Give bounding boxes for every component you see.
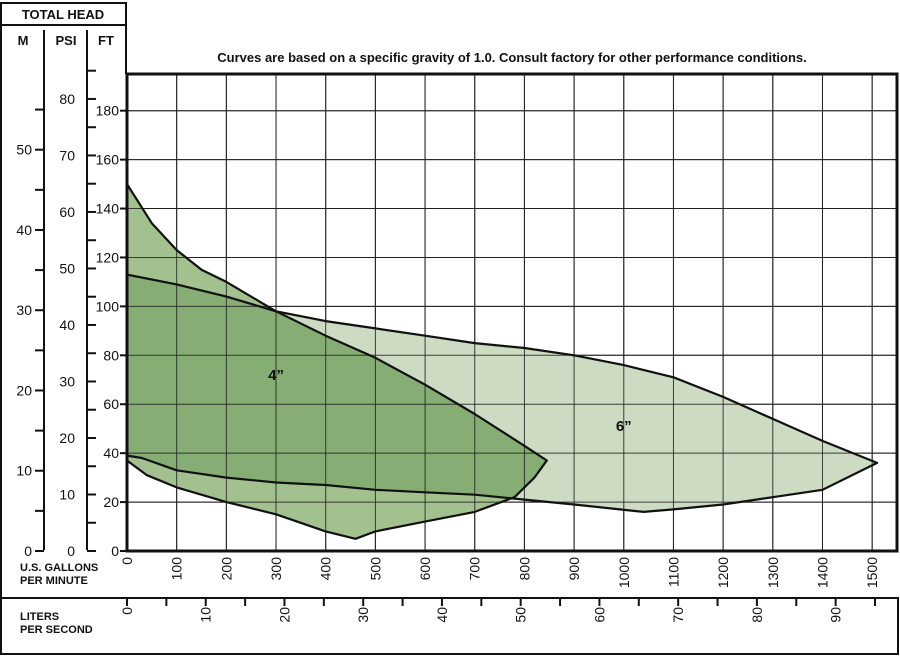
m-tick-label: 30: [16, 302, 32, 318]
lps-tick-labels: 0 10 20 30 40 50 60 70 80 90: [119, 598, 877, 623]
performance-areas: 4” 6”: [125, 74, 897, 551]
gpm-tick-label: 200: [218, 557, 234, 581]
psi-tick-label: 70: [59, 147, 75, 163]
area-overlap: [127, 274, 547, 512]
lps-tick-label: 70: [670, 607, 686, 623]
lps-axis-label-line1: LITERS: [20, 611, 59, 623]
gpm-tick-label: 800: [516, 557, 532, 581]
total-head-label: TOTAL HEAD: [22, 7, 104, 22]
psi-tick-label: 10: [59, 486, 75, 502]
psi-tick-label: 80: [59, 91, 75, 107]
column-psi-label: PSI: [56, 33, 77, 48]
gpm-axis-label-line1: U.S. GALLONS: [20, 562, 98, 574]
m-tick-label: 0: [24, 543, 32, 559]
psi-tick-label: 50: [59, 260, 75, 276]
ft-tick-label: 100: [96, 298, 120, 314]
note-text: Curves are based on a specific gravity o…: [217, 50, 806, 65]
gpm-tick-label: 1100: [665, 557, 681, 587]
lps-tick-label: 10: [198, 607, 214, 623]
gpm-tick-labels: 0 100 200 300 400 500 600 700 800 900 1000 1100 1200…: [119, 557, 880, 588]
gpm-tick-label: 300: [268, 557, 284, 581]
m-tick-label: 10: [16, 463, 32, 479]
ft-tick-label: 80: [103, 347, 119, 363]
m-tick-label: 50: [16, 142, 32, 158]
lps-tick-label: 40: [434, 607, 450, 623]
outline-4in: [125, 183, 548, 540]
psi-tick-label: 40: [59, 317, 75, 333]
lps-tick-label: 60: [591, 607, 607, 623]
ft-scale-ticks: 0 20 40 60 80 100 120 140 160 180: [96, 103, 127, 559]
ft-tick-label: 160: [96, 152, 120, 168]
m-scale-ticks: 0 10 20 30 40 50: [16, 108, 44, 559]
gpm-tick-label: 0: [119, 557, 135, 565]
lps-tick-label: 30: [355, 607, 371, 623]
outline-6in: [125, 273, 879, 513]
gpm-axis-label-line2: PER MINUTE: [20, 575, 88, 587]
psi-scale-ticks: 0 10 20 30 40 50 60 70 80: [59, 69, 96, 559]
psi-tick-label: 60: [59, 204, 75, 220]
gpm-tick-label: 500: [367, 557, 383, 581]
gpm-tick-label: 1200: [715, 557, 731, 588]
gpm-tick-label: 1300: [765, 557, 781, 588]
series-label-6in: 6”: [616, 418, 632, 435]
column-m-label: M: [18, 33, 29, 48]
psi-tick-label: 30: [59, 373, 75, 389]
gpm-tick-label: 900: [566, 557, 582, 581]
lps-tick-label: 0: [119, 607, 135, 615]
gpm-tick-label: 400: [318, 557, 334, 581]
ft-tick-label: 180: [96, 103, 120, 119]
plot-frame: [125, 72, 899, 553]
m-tick-label: 40: [16, 222, 32, 238]
psi-tick-label: 0: [67, 543, 75, 559]
psi-tick-label: 20: [59, 430, 75, 446]
gpm-tick-label: 1400: [814, 557, 830, 588]
ft-tick-label: 140: [96, 201, 120, 217]
gpm-tick-label: 100: [169, 557, 185, 581]
lps-axis-label-line2: PER SECOND: [20, 624, 93, 636]
gpm-tick-label: 1500: [864, 557, 880, 588]
ft-tick-label: 20: [103, 494, 119, 510]
ft-tick-label: 40: [103, 445, 119, 461]
m-tick-label: 20: [16, 382, 32, 398]
ft-tick-label: 120: [96, 249, 120, 265]
gpm-tick-label: 1000: [616, 557, 632, 588]
lps-tick-label: 50: [513, 607, 529, 623]
gpm-tick-label: 600: [417, 557, 433, 581]
ft-tick-label: 0: [111, 543, 119, 559]
lps-tick-label: 80: [749, 607, 765, 623]
column-ft-label: FT: [98, 33, 114, 48]
lps-tick-label: 20: [276, 607, 292, 623]
series-label-4in: 4”: [268, 367, 284, 384]
gpm-tick-label: 700: [467, 557, 483, 581]
ft-tick-label: 60: [103, 396, 119, 412]
lps-tick-label: 90: [828, 607, 844, 623]
